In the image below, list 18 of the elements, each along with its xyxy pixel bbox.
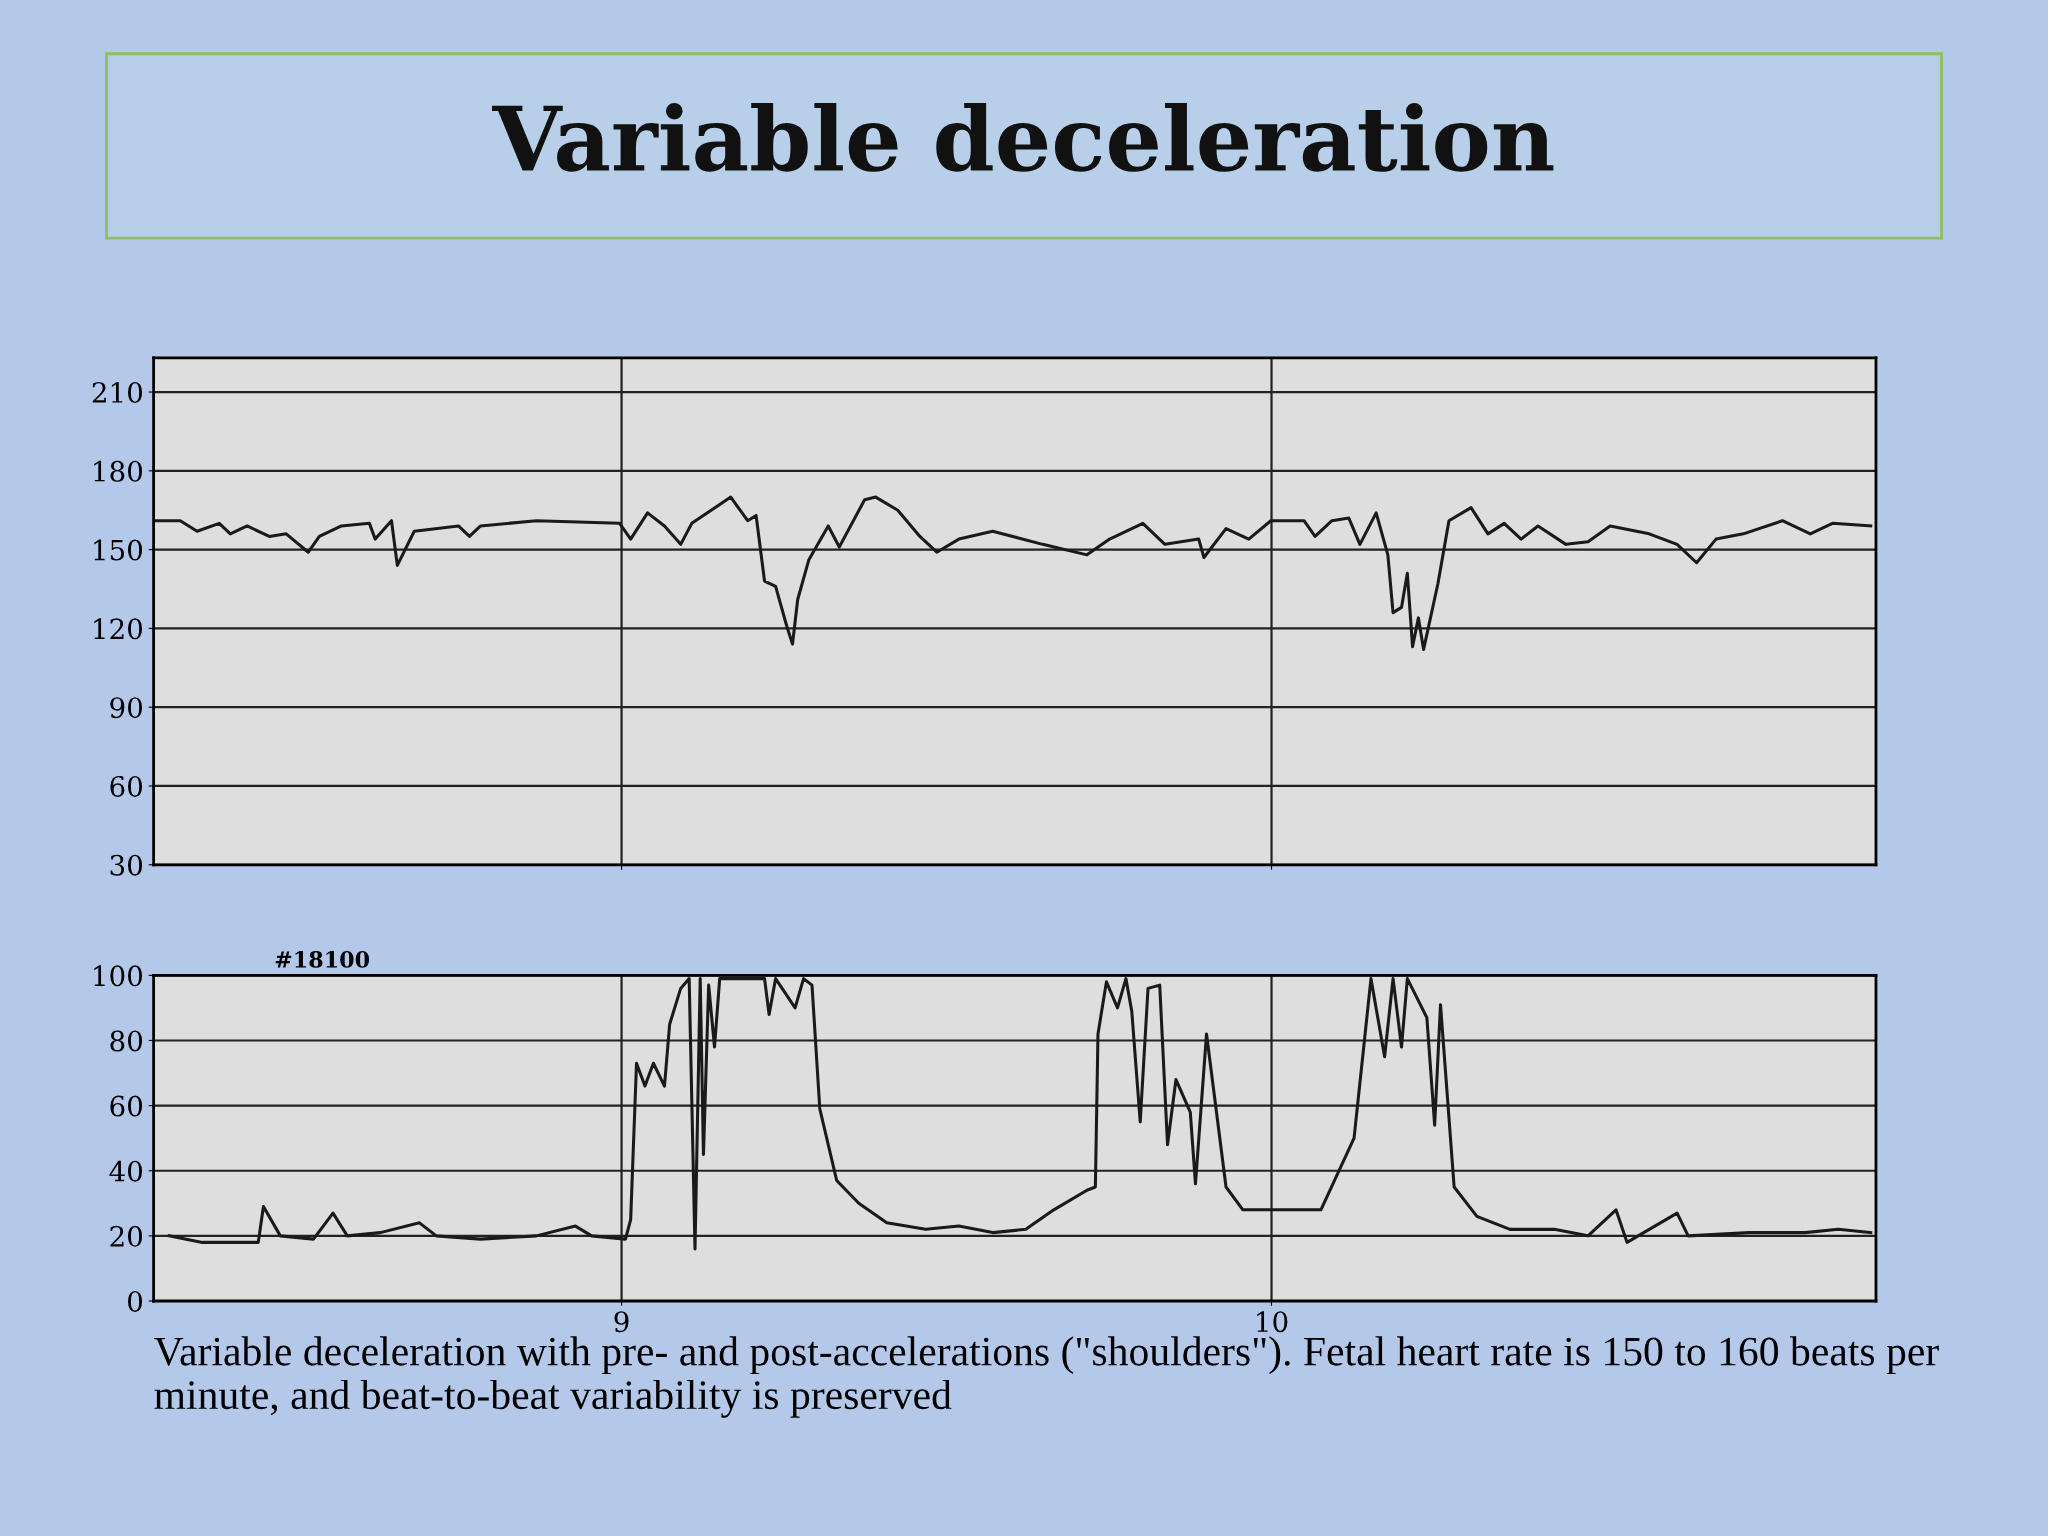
chart-title: Variable deceleration bbox=[492, 102, 1554, 172]
y-tick-label: 90 bbox=[110, 697, 143, 719]
y-tick-label: 120 bbox=[94, 618, 143, 640]
x-tick-label: 9 bbox=[614, 1311, 629, 1333]
y-tick-label: 210 bbox=[92, 381, 143, 403]
y-tick-label: 180 bbox=[94, 460, 143, 482]
x-tick-label: 10 bbox=[1257, 1311, 1288, 1333]
y-tick-label: 30 bbox=[110, 854, 143, 876]
y-tick-label: 100 bbox=[94, 965, 143, 987]
y-tick-label: 150 bbox=[94, 539, 143, 561]
text: Variable deceleration with pre- and post-accelerations ("shoulders"). Fetal heart rate is 150 to 160 beats per minute, and beat-to-beat variability is preserved bbox=[154, 1336, 1939, 1418]
y-tick-label: 60 bbox=[110, 1095, 143, 1117]
y-tick-label: 0 bbox=[128, 1290, 143, 1312]
y-tick-label: 40 bbox=[109, 1160, 143, 1182]
y-tick-label: 60 bbox=[110, 775, 143, 797]
y-tick-label: 20 bbox=[110, 1225, 143, 1247]
y-tick-label: 80 bbox=[110, 1030, 143, 1052]
text: #18100 bbox=[275, 950, 370, 968]
